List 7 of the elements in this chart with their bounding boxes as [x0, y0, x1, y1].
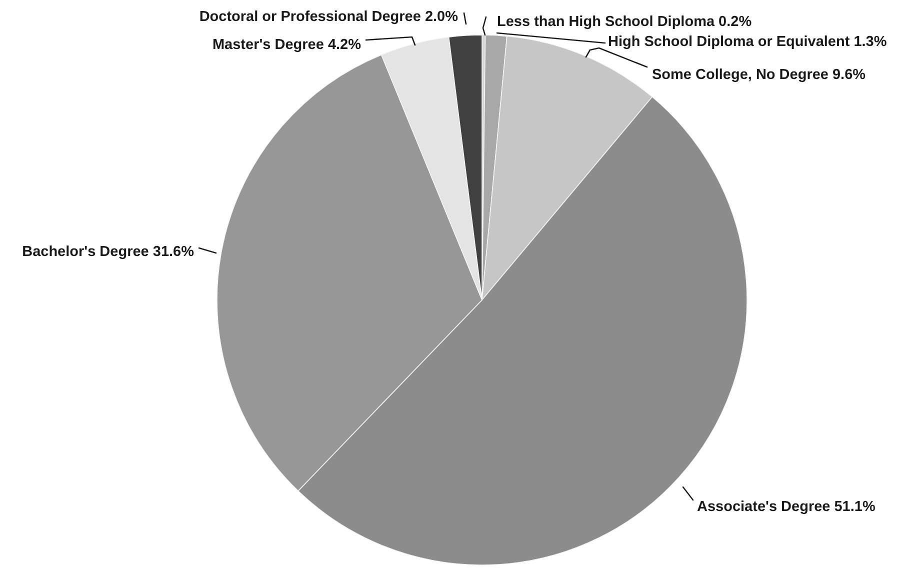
slice-label: Bachelor's Degree 31.6%	[22, 244, 194, 260]
slice-label: Associate's Degree 51.1%	[697, 499, 876, 515]
slice-label: Some College, No Degree 9.6%	[652, 67, 866, 83]
slice-label: Master's Degree 4.2%	[212, 37, 362, 53]
slice-label: Less than High School Diploma 0.2%	[497, 14, 752, 30]
slice-label: High School Diploma or Equivalent 1.3%	[608, 34, 887, 50]
slice-label: Doctoral or Professional Degree 2.0%	[199, 9, 458, 25]
